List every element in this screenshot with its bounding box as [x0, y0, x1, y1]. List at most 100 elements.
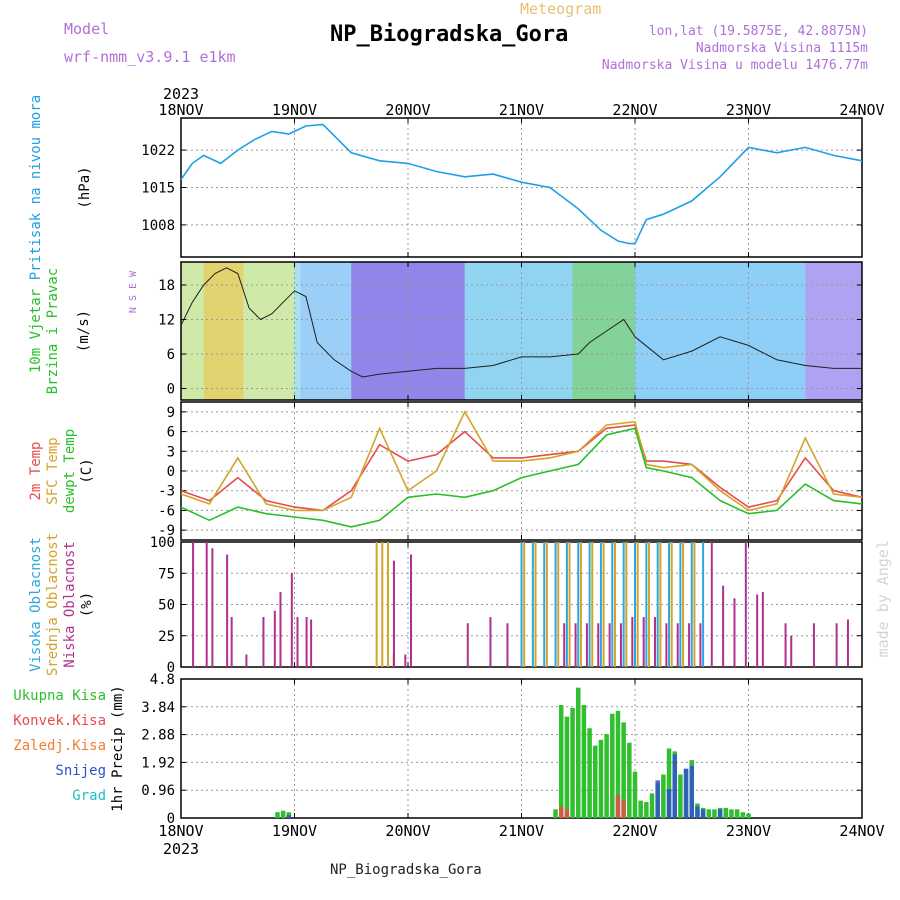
- precip-bar: [587, 728, 592, 818]
- x-year-label: 2023: [163, 85, 199, 103]
- legend-entry: Konvek.Kisa: [13, 713, 106, 729]
- y-axis-label: 1hr Precip (mm): [110, 685, 126, 811]
- y-tick-label: 25: [158, 629, 175, 645]
- x-tick-label: 23NOV: [726, 101, 771, 119]
- x-tick-label: 19NOV: [272, 822, 317, 840]
- precip-bar: [666, 789, 672, 818]
- y-axis-label: (%): [79, 592, 95, 617]
- precip-bar: [717, 809, 723, 818]
- precip-bar: [593, 745, 598, 818]
- y-tick-label: 1015: [141, 181, 175, 197]
- precip-bar: [638, 800, 643, 818]
- y-tick-label: 0.96: [141, 783, 175, 799]
- y-tick-label: 2.88: [141, 728, 175, 744]
- precip-bar: [723, 807, 729, 818]
- series-line: [180, 123, 863, 245]
- precip-bar: [689, 765, 694, 818]
- model-label: Model: [64, 20, 110, 38]
- y-axis-label: 2m Temp: [28, 441, 44, 500]
- y-tick-label: 9: [167, 405, 175, 421]
- y-tick-label: 1022: [141, 143, 175, 159]
- y-axis-label: dewpt Temp: [62, 429, 78, 513]
- y-tick-label: -3: [158, 484, 175, 500]
- wind-field-band: [635, 262, 806, 400]
- y-tick-label: 6: [167, 347, 175, 363]
- y-tick-label: 12: [158, 313, 175, 329]
- y-tick-label: 1008: [141, 218, 175, 234]
- y-tick-label: -9: [158, 523, 175, 539]
- precip-bar: [746, 813, 751, 818]
- wind-field-band: [572, 262, 635, 400]
- y-tick-label: 100: [150, 535, 175, 551]
- series-line: [180, 267, 862, 378]
- y-tick-label: 18: [158, 278, 175, 294]
- precip-bar: [661, 774, 666, 818]
- elevation-text: Nadmorska Visina 1115m: [695, 41, 868, 56]
- lonlat-text: lon,lat (19.5875E, 42.8875N): [648, 24, 868, 39]
- y-tick-label: 3: [167, 444, 175, 460]
- y-axis-label: Srednja Oblacnost: [45, 533, 61, 676]
- precip-bar: [564, 809, 570, 818]
- precip-bar: [700, 809, 706, 818]
- precip-bar: [286, 815, 292, 818]
- x-tick-label: 22NOV: [612, 101, 657, 119]
- page-title: NP_Biogradska_Gora: [330, 22, 569, 47]
- y-axis-label: 10m Vjetar: [28, 289, 44, 373]
- precip-bar: [649, 793, 655, 818]
- y-axis-label: Pritisak na nivou mora: [28, 95, 44, 280]
- precip-bar: [729, 809, 734, 818]
- y-axis-label: (m/s): [76, 310, 92, 352]
- precip-bar: [570, 707, 575, 818]
- precip-bar: [558, 705, 564, 818]
- x-year-label: 2023: [163, 840, 199, 858]
- model-name: wrf-nmm_v3.9.1 e1km: [64, 48, 236, 66]
- precip-bar: [604, 734, 609, 818]
- y-axis-label: SFC Temp: [45, 437, 61, 504]
- wind-field-band: [294, 262, 301, 400]
- precip-bar: [655, 780, 660, 818]
- wind-field-band: [203, 262, 244, 400]
- y-tick-label: 75: [158, 566, 175, 582]
- y-tick-label: 0: [167, 660, 175, 676]
- legend-entry: Ukupna Kisa: [13, 688, 106, 704]
- model-elevation-text: Nadmorska Visina u modelu 1476.77m: [601, 58, 868, 73]
- precip-bar: [615, 710, 621, 818]
- x-tick-label: 18NOV: [158, 101, 203, 119]
- precip-bar: [621, 800, 626, 818]
- precip-bar: [280, 810, 286, 818]
- precip-bar: [734, 809, 740, 818]
- footer-station: NP_Biogradska_Gora: [330, 862, 482, 878]
- legend-entry: Zaledj.Kisa: [13, 738, 106, 754]
- made-by-watermark: made by Angel: [874, 540, 892, 658]
- precip-bar: [576, 687, 581, 818]
- precip-bar: [598, 739, 604, 818]
- y-tick-label: 0: [167, 382, 175, 398]
- precip-bar: [695, 806, 700, 818]
- precip-bar: [564, 716, 570, 818]
- precip-bar: [615, 794, 621, 818]
- y-axis-label: (C): [79, 458, 95, 483]
- x-tick-label: 23NOV: [726, 822, 771, 840]
- wind-compass-label: N S E W: [128, 270, 139, 313]
- precip-bar: [627, 742, 632, 818]
- precip-bar: [558, 806, 564, 818]
- x-tick-label: 21NOV: [499, 822, 544, 840]
- y-tick-label: 6: [167, 425, 175, 441]
- series-line: [180, 410, 863, 512]
- series-line: [180, 424, 863, 512]
- precip-bar: [706, 809, 712, 818]
- y-tick-label: 3.84: [141, 700, 175, 716]
- precip-bar: [275, 812, 280, 818]
- precip-bar: [610, 713, 615, 818]
- series-line: [180, 427, 863, 528]
- y-tick-label: 0: [167, 811, 175, 827]
- x-tick-label: 20NOV: [385, 101, 430, 119]
- precip-bar: [712, 809, 717, 818]
- wind-field-band: [805, 262, 862, 400]
- y-tick-label: 50: [158, 598, 175, 614]
- x-tick-label: 18NOV: [158, 822, 203, 840]
- y-axis-label: Brzina i Pravac: [45, 268, 61, 394]
- x-tick-label: 20NOV: [385, 822, 430, 840]
